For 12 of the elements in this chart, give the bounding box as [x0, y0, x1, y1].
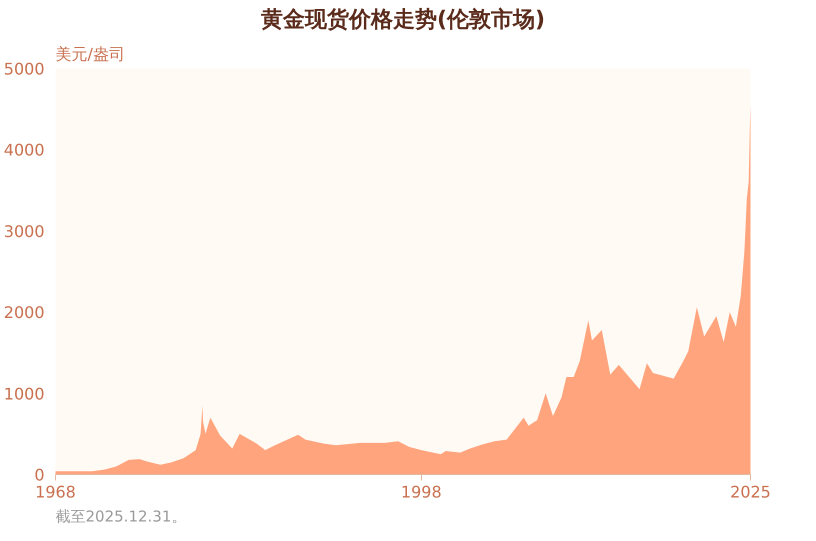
- y-axis-title: 美元/盎司: [56, 44, 125, 64]
- y-tick-label: 3000: [4, 222, 44, 241]
- y-tick-label: 2000: [4, 303, 44, 322]
- y-tick-label: 0: [34, 466, 45, 484]
- y-tick-label: 4000: [4, 140, 44, 160]
- y-tick-label: 5000: [4, 60, 44, 78]
- x-tick-label: 2025: [730, 482, 771, 502]
- x-tick-label: 1968: [35, 482, 76, 502]
- text: 截至2025.12.31。: [56, 508, 186, 526]
- chart-title: 黄金现货价格走势(伦敦市场): [260, 6, 546, 32]
- x-tick-label: 1998: [400, 482, 442, 502]
- y-tick-label: 1000: [4, 384, 44, 404]
